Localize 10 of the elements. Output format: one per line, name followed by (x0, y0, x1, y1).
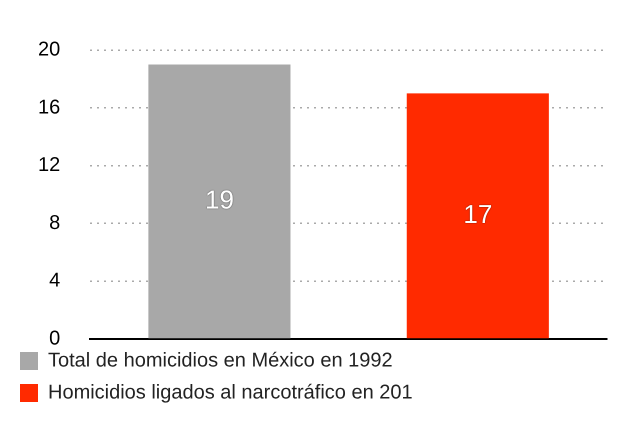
data-label: 19 (204, 184, 234, 215)
y-tick-label: 20 (38, 38, 60, 61)
data-label: 17 (463, 198, 492, 229)
legend-label: Total de homicidios en México en 1992 (48, 350, 393, 372)
y-tick-label: 16 (38, 96, 60, 118)
y-tick-label: 0 (49, 328, 60, 350)
y-tick-label: 4 (49, 270, 60, 292)
y-tick-label: 12 (38, 154, 60, 176)
legend-label: Homicidios ligados al narcotráfico en 201 (48, 382, 413, 404)
y-tick-label: 8 (49, 212, 60, 234)
